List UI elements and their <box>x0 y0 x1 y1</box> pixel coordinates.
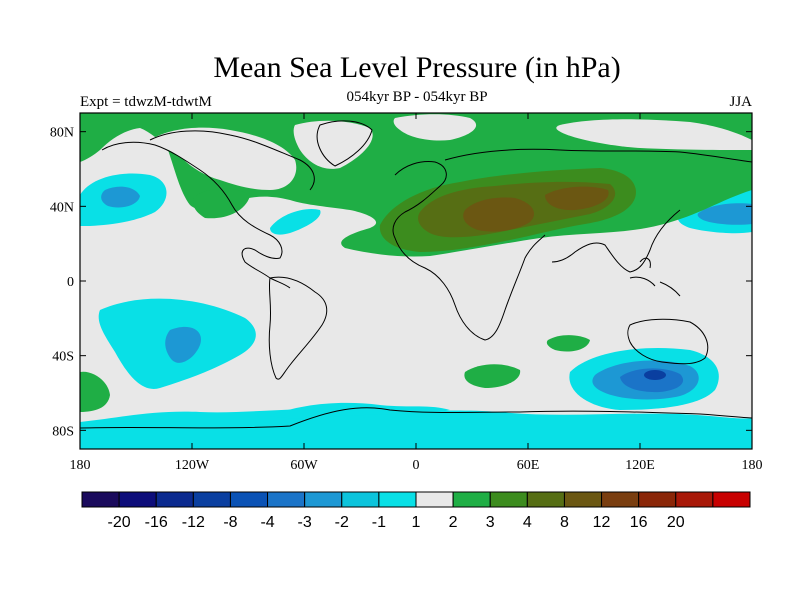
north-america-arctic-coast <box>149 130 315 191</box>
lat-label: 0 <box>67 275 74 290</box>
colorbar-swatch <box>229 491 269 508</box>
colorbar-swatch <box>638 491 677 508</box>
colorbar-swatch <box>378 491 417 508</box>
colorbar-label: -16 <box>145 514 168 531</box>
colorbar-swatch <box>712 491 751 508</box>
colorbar: -20 -16 -12 -8 -4 -3 -2 -1 1 2 3 4 8 12 16 20 <box>81 491 751 531</box>
colorbar-swatch <box>415 491 454 508</box>
chart-title: Mean Sea Level Pressure (in hPa) <box>213 51 621 84</box>
experiment-label: Expt = tdwzM-tdwtM <box>80 94 212 110</box>
southern-indian-low-core <box>644 370 666 380</box>
lat-label: 40S <box>52 350 74 365</box>
colorbar-label: -4 <box>260 514 274 531</box>
arctic-neutral-gap <box>393 114 477 141</box>
colorbar-label: -12 <box>182 514 205 531</box>
south-atlantic-positive-patch <box>464 364 521 388</box>
colorbar-label: 1 <box>412 514 421 531</box>
colorbar-label: -1 <box>372 514 386 531</box>
lat-label: 40N <box>50 200 74 215</box>
lon-label: 120E <box>625 458 655 473</box>
colorbar-swatch <box>118 491 157 508</box>
australia-coast <box>627 318 709 365</box>
season-label: JJA <box>729 94 752 110</box>
colorbar-label: -3 <box>298 514 312 531</box>
colorbar-swatch <box>81 491 120 508</box>
antarctic-cyan-ridge <box>270 402 450 419</box>
colorbar-swatch <box>601 491 640 508</box>
colorbar-label: 8 <box>560 514 569 531</box>
lon-label: 60E <box>517 458 540 473</box>
colorbar-label: 2 <box>449 514 458 531</box>
south-pacific-low-core <box>165 326 201 363</box>
north-pacific-east-low-core <box>101 186 140 208</box>
south-pacific-positive-patch <box>80 371 110 412</box>
south-africa-positive-patch <box>546 335 590 352</box>
colorbar-swatch <box>563 491 603 508</box>
lon-label: 60W <box>290 458 318 473</box>
central-asia-positive-4hpa <box>545 186 609 211</box>
colorbar-label: 16 <box>630 514 648 531</box>
eurasia-positive-4hpa <box>463 197 535 232</box>
north-atlantic-low <box>270 208 321 235</box>
colorbar-swatch <box>675 491 714 508</box>
lon-label: 0 <box>413 458 420 473</box>
lon-label: 180 <box>70 458 91 473</box>
colorbar-swatch <box>452 491 491 508</box>
axis-labels: 80N 40N 0 40S 80S 180 120W 60W 0 60E 120E 180 <box>50 126 763 473</box>
lon-label: 180 <box>742 458 763 473</box>
colorbar-swatch <box>192 491 231 508</box>
coastlines <box>80 120 752 429</box>
colorbar-swatch <box>489 491 528 508</box>
colorbar-swatch <box>341 491 380 508</box>
indonesia-coast <box>629 257 681 297</box>
greenland-neutral-gap <box>293 120 373 169</box>
lat-label: 80N <box>50 126 74 141</box>
colorbar-label: 12 <box>593 514 611 531</box>
colorbar-label: -8 <box>223 514 237 531</box>
pressure-field <box>80 113 752 449</box>
north-america-coast <box>101 141 291 289</box>
colorbar-swatch <box>526 491 565 508</box>
northwest-pacific-low-core <box>697 203 752 225</box>
greenland-coast <box>316 120 373 167</box>
siberia-neutral-gap <box>556 119 752 150</box>
colorbar-label: 3 <box>486 514 495 531</box>
colorbar-swatch <box>155 491 194 508</box>
asia-coast <box>444 148 752 273</box>
colorbar-label: 20 <box>667 514 685 531</box>
antarctica-coast <box>80 407 752 429</box>
southern-indian-low-inner <box>620 368 684 393</box>
colorbar-label: -2 <box>335 514 349 531</box>
lat-label: 80S <box>52 424 74 439</box>
south-america-coast <box>268 276 328 380</box>
southern-ocean-negative-band <box>80 408 752 449</box>
lon-label: 120W <box>175 458 210 473</box>
colorbar-swatch <box>304 491 343 508</box>
chart-subtitle: 054kyr BP - 054kyr BP <box>346 89 488 105</box>
colorbar-label: 4 <box>523 514 532 531</box>
colorbar-swatch <box>267 491 306 508</box>
colorbar-label: -20 <box>108 514 131 531</box>
axis-ticks <box>79 113 753 449</box>
europe-africa-coast <box>392 161 546 341</box>
